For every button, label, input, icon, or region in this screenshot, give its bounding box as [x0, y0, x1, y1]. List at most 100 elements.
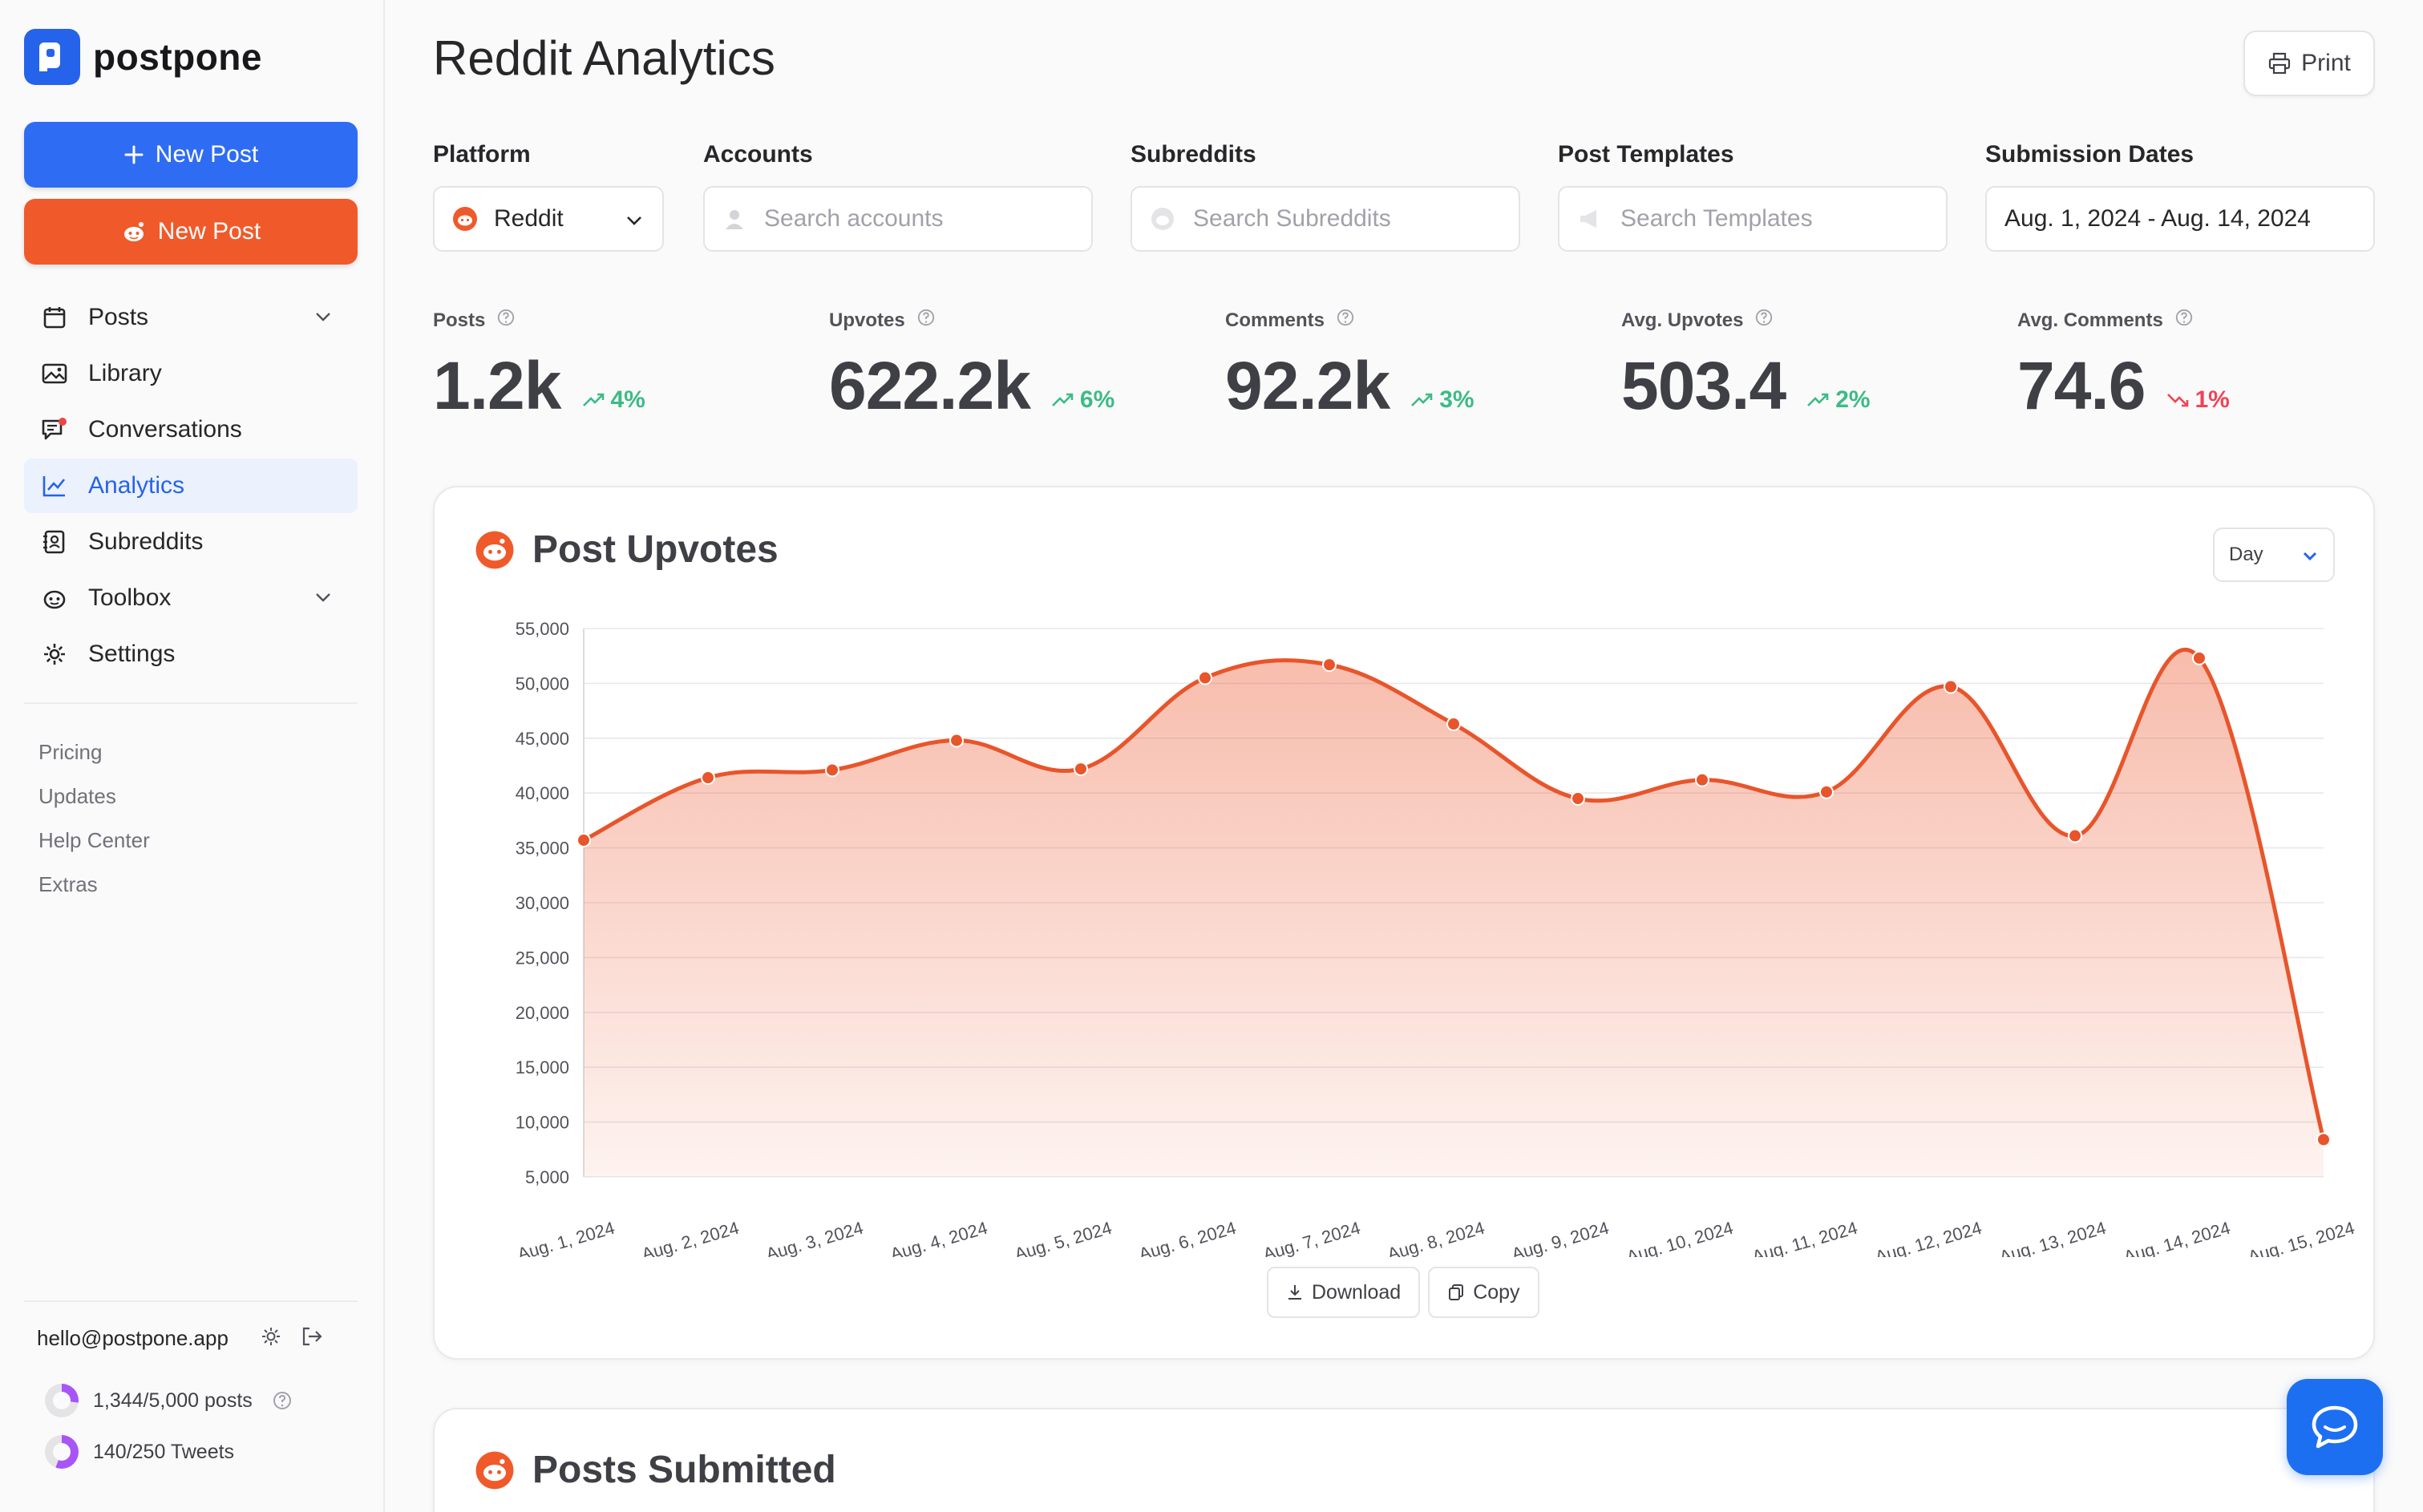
- granularity-select[interactable]: Day: [2213, 528, 2335, 582]
- data-point[interactable]: [1074, 762, 1088, 777]
- templates-search-input[interactable]: Search Templates: [1558, 186, 1948, 252]
- data-point[interactable]: [2316, 1132, 2331, 1147]
- trend-value: 1%: [2194, 386, 2230, 413]
- x-tick-label: Aug. 15, 2024: [2246, 1218, 2357, 1257]
- user-email: hello@postpone.app: [37, 1326, 229, 1350]
- help-icon[interactable]: [272, 1390, 293, 1411]
- sidebar-item-toolbox[interactable]: Toolbox: [24, 571, 358, 625]
- help-icon[interactable]: [1336, 308, 1355, 333]
- chat-icon: [40, 415, 69, 444]
- gear-icon: [40, 640, 69, 669]
- data-point[interactable]: [576, 833, 591, 848]
- data-point[interactable]: [825, 762, 839, 778]
- x-tick-label: Aug. 2, 2024: [640, 1218, 742, 1257]
- data-point[interactable]: [1198, 670, 1212, 685]
- trend-badge: 6%: [1051, 386, 1114, 414]
- reddit-icon: [123, 222, 144, 241]
- reddit-icon: [475, 1451, 514, 1489]
- y-tick-label: 10,000: [516, 1113, 569, 1133]
- copy-icon: [1449, 1284, 1464, 1300]
- link-extras[interactable]: Extras: [38, 872, 98, 896]
- printer-icon: [2269, 52, 2291, 75]
- sidebar-item-conversations[interactable]: Conversations: [24, 402, 358, 457]
- sidebar-item-label: Toolbox: [88, 584, 172, 611]
- sidebar: postpone New Post New Post Posts Library…: [0, 0, 385, 1512]
- trend-down-icon: [2166, 394, 2188, 407]
- user-icon: [726, 210, 743, 229]
- x-axis-labels: Aug. 1, 2024 Aug. 2, 2024 Aug. 3, 2024 Aug.…: [516, 1218, 2357, 1257]
- help-icon[interactable]: [1754, 308, 1774, 333]
- brand-logo[interactable]: postpone: [24, 29, 262, 85]
- card-header: Post Upvotes: [475, 528, 779, 572]
- sidebar-item-posts[interactable]: Posts: [24, 290, 358, 345]
- data-point[interactable]: [1446, 717, 1461, 732]
- x-tick-label: Aug. 11, 2024: [1749, 1218, 1859, 1257]
- platform-label: Platform: [433, 141, 531, 168]
- link-help-center[interactable]: Help Center: [38, 828, 150, 852]
- sidebar-item-settings[interactable]: Settings: [24, 627, 358, 681]
- copy-button[interactable]: Copy: [1428, 1267, 1539, 1318]
- new-reddit-post-button[interactable]: New Post: [24, 199, 358, 265]
- x-tick-label: Aug. 9, 2024: [1510, 1218, 1612, 1257]
- y-tick-label: 35,000: [516, 839, 569, 859]
- data-point[interactable]: [2068, 828, 2082, 843]
- data-point[interactable]: [2192, 650, 2207, 665]
- link-updates[interactable]: Updates: [38, 784, 116, 808]
- chart-area: [582, 647, 2326, 1177]
- help-icon[interactable]: [2174, 308, 2194, 333]
- data-point[interactable]: [701, 770, 715, 786]
- date-range-picker[interactable]: Aug. 1, 2024 - Aug. 14, 2024: [1985, 186, 2375, 252]
- sidebar-item-subreddits[interactable]: Subreddits: [24, 515, 358, 569]
- print-button[interactable]: Print: [2243, 30, 2375, 96]
- sun-icon[interactable]: [261, 1326, 281, 1351]
- trend-value: 4%: [610, 386, 645, 413]
- download-label: Download: [1312, 1280, 1402, 1304]
- sidebar-item-label: Subreddits: [88, 528, 204, 555]
- data-point[interactable]: [1695, 772, 1709, 787]
- logout-icon[interactable]: [301, 1326, 323, 1351]
- card-title: Post Upvotes: [532, 528, 779, 571]
- stat-value: 92.2k: [1225, 348, 1390, 423]
- stat-comments: Comments 92.2k 3%: [1225, 308, 1474, 425]
- sidebar-item-label: Conversations: [88, 416, 242, 443]
- trend-up-icon: [582, 393, 604, 406]
- series-line: [582, 647, 2326, 1141]
- sidebar-item-analytics[interactable]: Analytics: [24, 459, 358, 513]
- sidebar-item-library[interactable]: Library: [24, 346, 358, 401]
- help-icon[interactable]: [496, 308, 516, 333]
- divider: [24, 702, 358, 704]
- new-reddit-post-label: New Post: [157, 218, 261, 245]
- data-point[interactable]: [949, 733, 964, 748]
- link-pricing[interactable]: Pricing: [38, 740, 103, 764]
- x-tick-label: Aug. 3, 2024: [764, 1218, 866, 1257]
- reddit-icon: [475, 531, 514, 568]
- x-tick-label: Aug. 1, 2024: [516, 1218, 617, 1257]
- accounts-search-input[interactable]: Search accounts: [703, 186, 1093, 252]
- data-point[interactable]: [1819, 784, 1834, 799]
- reddit-icon: [1151, 208, 1174, 230]
- chevron-down-icon: [316, 593, 330, 602]
- x-tick-label: Aug. 14, 2024: [2122, 1218, 2233, 1257]
- support-chat-button[interactable]: [2287, 1379, 2383, 1475]
- data-point[interactable]: [1571, 791, 1585, 807]
- x-tick-label: Aug. 13, 2024: [1997, 1218, 2109, 1257]
- card-header: Posts Submitted: [475, 1448, 836, 1492]
- download-button[interactable]: Download: [1267, 1267, 1421, 1318]
- help-icon[interactable]: [916, 308, 936, 333]
- posts-quota-ring: [45, 1384, 79, 1417]
- platform-select[interactable]: Reddit: [433, 186, 664, 252]
- sidebar-item-label: Library: [88, 360, 162, 386]
- data-point[interactable]: [1322, 657, 1337, 673]
- sidebar-item-label: Posts: [88, 304, 149, 330]
- subreddits-search-input[interactable]: Search Subreddits: [1131, 186, 1520, 252]
- trend-badge: 4%: [582, 386, 645, 414]
- chevron-down-icon: [316, 313, 330, 321]
- posts-quota-text: 1,344/5,000 posts: [93, 1389, 253, 1412]
- stat-value: 622.2k: [829, 348, 1031, 423]
- sidebar-item-label: Analytics: [88, 472, 185, 499]
- user-row: hello@postpone.app: [37, 1326, 342, 1351]
- y-tick-label: 50,000: [516, 673, 569, 693]
- data-point[interactable]: [1944, 679, 1958, 694]
- page-title: Reddit Analytics: [433, 31, 775, 85]
- new-post-button[interactable]: New Post: [24, 122, 358, 188]
